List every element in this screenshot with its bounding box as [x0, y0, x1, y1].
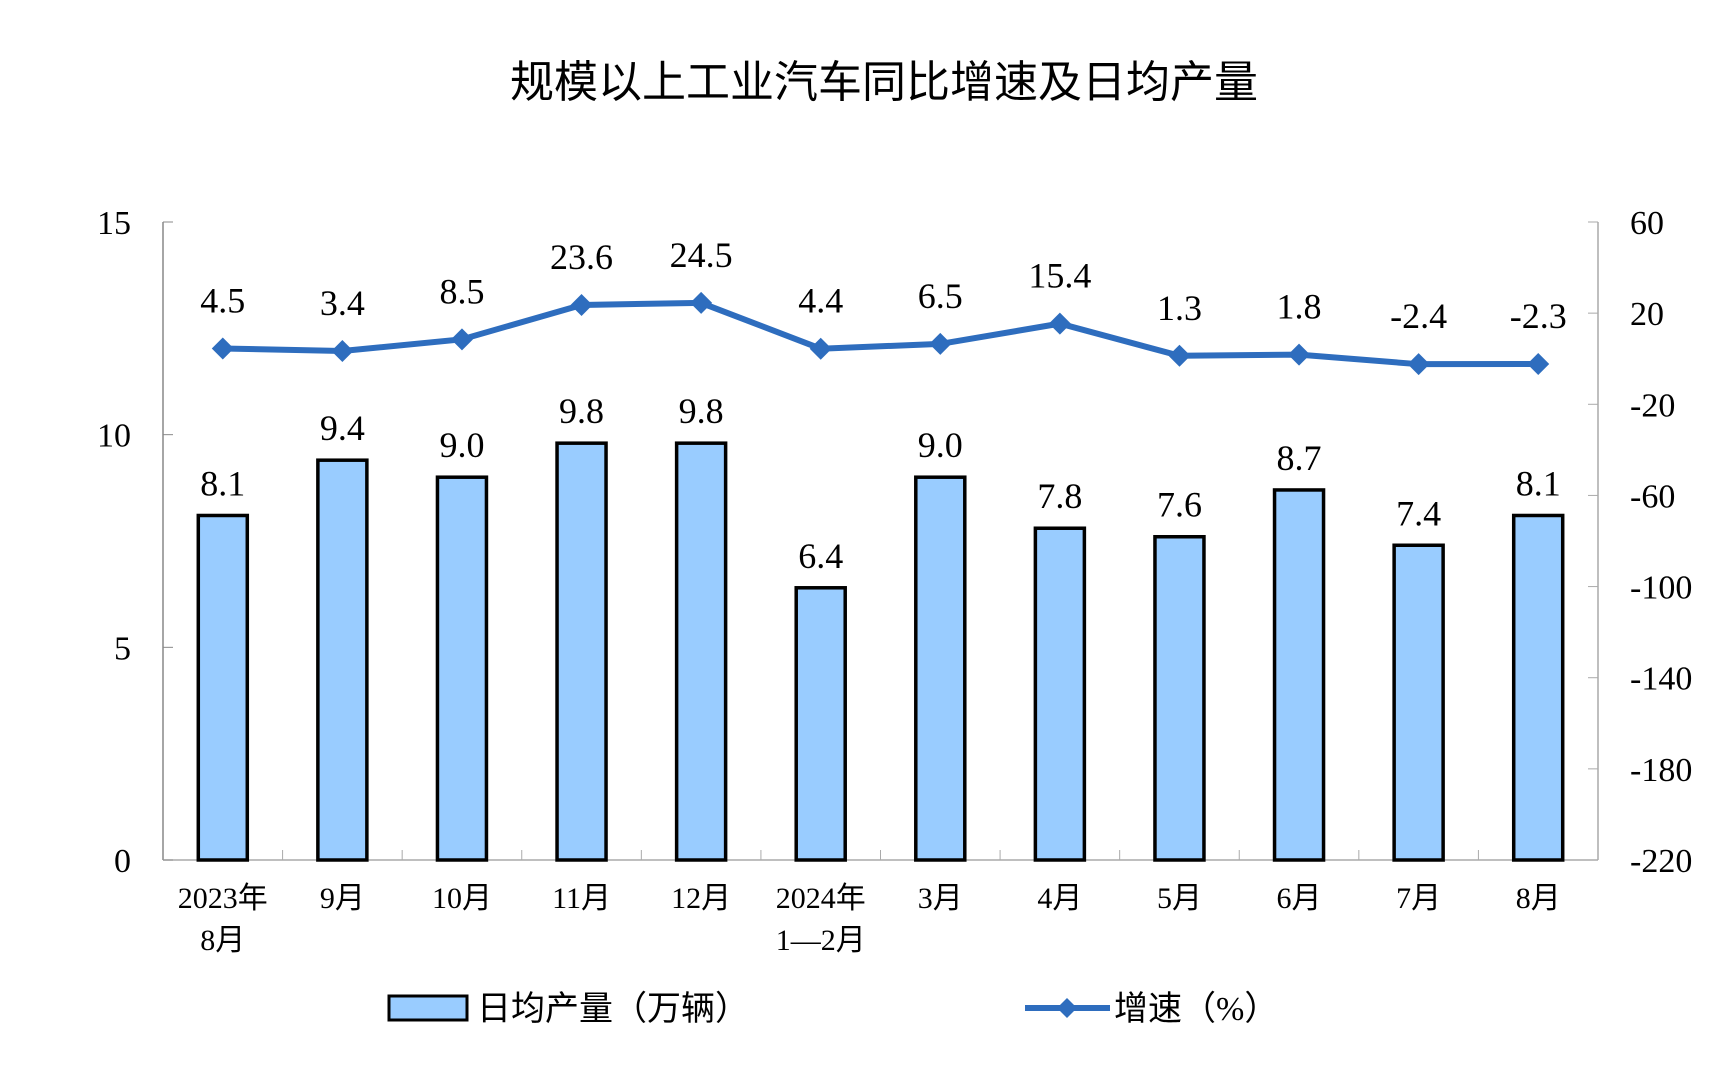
growth-point	[1168, 344, 1191, 367]
x-tick-label: 11月	[552, 882, 611, 915]
growth-point	[450, 328, 473, 351]
growth-point	[570, 293, 593, 316]
right-tick-label: -180	[1630, 752, 1692, 789]
x-tick-label: 6月	[1277, 882, 1322, 915]
growth-label: -2.4	[1390, 296, 1447, 336]
bar-label: 9.0	[439, 425, 484, 465]
growth-point	[211, 337, 234, 360]
growth-point	[929, 332, 952, 355]
growth-label: 1.8	[1277, 287, 1322, 327]
right-tick-label: -20	[1630, 387, 1675, 424]
bar	[914, 475, 967, 862]
growth-label: 8.5	[439, 271, 484, 311]
growth-point	[1288, 343, 1311, 366]
growth-label: 3.4	[320, 283, 365, 323]
bar	[1392, 543, 1445, 862]
growth-label: 6.5	[918, 276, 963, 316]
bar	[316, 458, 369, 862]
growth-label: 4.4	[798, 281, 843, 321]
x-tick-label: 2023年	[178, 882, 268, 915]
x-tick-label: 8月	[200, 924, 245, 957]
bar-label: 8.7	[1277, 438, 1322, 478]
right-tick-label: -60	[1630, 478, 1675, 515]
bar	[674, 441, 728, 862]
right-tick-label: -100	[1630, 570, 1692, 607]
x-tick-label: 3月	[918, 882, 963, 915]
growth-line-path	[222, 299, 1539, 368]
growth-label: 4.5	[200, 280, 245, 320]
x-tick-label: 4月	[1037, 882, 1082, 915]
growth-label: 15.4	[1028, 256, 1091, 296]
bar-label: 8.1	[200, 463, 245, 503]
left-tick-label: 5	[114, 630, 131, 667]
legend-bar-label: 日均产量（万辆）	[477, 990, 749, 1028]
bar-label: 9.8	[559, 391, 604, 431]
growth-point	[331, 339, 354, 362]
bar	[1033, 526, 1087, 862]
right-tick-label: 20	[1630, 296, 1664, 333]
x-tick-label: 1—2月	[776, 924, 866, 957]
right-tick-label: 60	[1630, 205, 1664, 242]
bar-label: 9.4	[320, 408, 365, 448]
x-tick-label: 12月	[671, 882, 731, 915]
growth-label: 24.5	[670, 235, 733, 275]
growth-label: -2.3	[1510, 296, 1567, 336]
x-tick-label: 8月	[1516, 882, 1561, 915]
bar-label: 7.8	[1037, 476, 1082, 516]
legend: 日均产量（万辆） 增速（%）	[387, 990, 1278, 1028]
bar	[1153, 534, 1206, 862]
x-tick-label: 2024年	[776, 882, 866, 915]
bar-label: 6.4	[798, 536, 843, 576]
growth-point	[1048, 312, 1071, 335]
x-tick-label: 5月	[1157, 882, 1202, 915]
bar-label: 7.4	[1396, 493, 1441, 533]
right-tick-label: -140	[1630, 661, 1692, 698]
legend-diamond-icon	[1057, 998, 1077, 1018]
bar-label: 7.6	[1157, 485, 1202, 525]
growth-point	[809, 337, 832, 360]
bar-label: 9.8	[679, 391, 724, 431]
growth-point	[690, 291, 713, 314]
bar-label: 8.1	[1516, 463, 1561, 503]
x-tick-label: 10月	[432, 882, 492, 915]
axes: 0 5 10 15 60 20 -20 -60 -100 -140 -180 -220 2023年 8月 9…	[97, 205, 1692, 957]
left-tick-label: 0	[114, 843, 131, 880]
growth-label: 23.6	[550, 237, 613, 277]
chart-title: 规模以上工业汽车同比增速及日均产量	[510, 58, 1258, 107]
growth-point	[1407, 353, 1430, 376]
growth-line	[211, 291, 1550, 376]
data-labels: 8.1 9.4 9.0 9.8 9.8 6.4 9.0 7.8 7.6 8.7 7.4 8.1 4.5 3…	[200, 235, 1566, 576]
bar	[555, 441, 608, 862]
bar	[794, 586, 847, 862]
growth-label: 1.3	[1157, 288, 1202, 328]
growth-point	[1527, 352, 1550, 375]
bar	[435, 475, 489, 862]
legend-line-label: 增速（%）	[1114, 990, 1278, 1028]
right-tick-label: -220	[1630, 843, 1692, 880]
legend-bar-swatch	[387, 994, 469, 1022]
x-tick-label: 7月	[1396, 882, 1441, 915]
left-tick-label: 10	[97, 418, 131, 455]
bar-label: 9.0	[918, 425, 963, 465]
bars	[196, 441, 1565, 862]
bar	[196, 513, 250, 862]
x-tick-label: 9月	[320, 882, 365, 915]
bar	[1511, 513, 1565, 862]
bar	[1272, 488, 1326, 862]
left-tick-label: 15	[97, 205, 131, 242]
